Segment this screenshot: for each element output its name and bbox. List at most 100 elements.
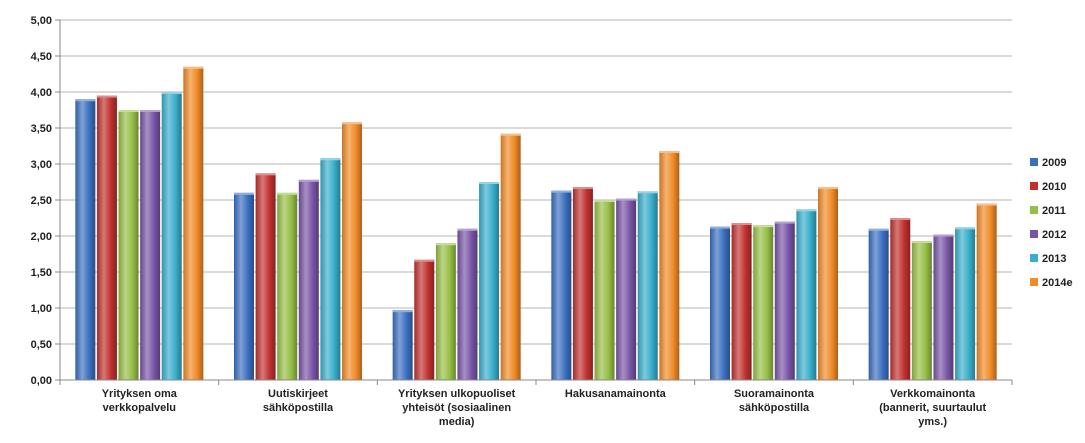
gridlines xyxy=(60,19,1012,381)
bar-cap xyxy=(435,243,456,246)
legend-label: 2014e xyxy=(1042,277,1073,289)
y-tick-label: 1,00 xyxy=(31,303,52,315)
bar-2010 xyxy=(731,223,752,380)
bar-2011 xyxy=(277,192,298,380)
y-tick-label: 3,50 xyxy=(31,123,52,135)
y-tick-label: 2,00 xyxy=(31,231,52,243)
y-tick-label: 4,00 xyxy=(31,87,52,99)
bar-2009 xyxy=(710,226,730,380)
legend: 2009 2010 2011 2012 2013 2014e xyxy=(1030,157,1073,289)
bar-2014e xyxy=(659,151,680,380)
bar-2011 xyxy=(911,241,932,380)
bar-2012 xyxy=(457,228,478,380)
bar-cap xyxy=(976,203,997,206)
bar-2012 xyxy=(298,179,319,380)
bar-2013 xyxy=(320,158,341,380)
y-tick-label: 3,00 xyxy=(31,159,52,171)
bar-2011 xyxy=(753,225,774,380)
bar-cap xyxy=(731,223,752,226)
y-tick-label: 0,50 xyxy=(31,339,52,351)
bar-cap xyxy=(457,228,478,231)
bar-2013 xyxy=(637,191,658,380)
bar-cap xyxy=(796,209,817,212)
bar-2009 xyxy=(551,190,572,380)
bar-2014e xyxy=(500,133,521,380)
x-axis: Yrityksen oma verkkopalvelu Uutiskirjeet sä… xyxy=(59,379,1013,428)
bar-2010 xyxy=(96,95,117,380)
bar-2013 xyxy=(955,227,976,380)
bars xyxy=(75,66,997,381)
bar-cap xyxy=(710,226,730,229)
bar-cap xyxy=(616,198,637,201)
legend-label: 2010 xyxy=(1042,181,1066,193)
legend-swatch xyxy=(1030,206,1038,214)
bar-2013 xyxy=(479,182,500,380)
bar-cap xyxy=(183,66,204,69)
bar-2013 xyxy=(796,209,817,380)
bar-2009 xyxy=(392,310,413,380)
bar-2014e xyxy=(342,122,362,381)
bar-cap xyxy=(933,234,954,237)
bar-cap xyxy=(594,200,615,202)
legend-label: 2011 xyxy=(1042,205,1066,217)
bar-cap xyxy=(500,133,521,136)
bar-cap xyxy=(255,173,276,176)
legend-swatch xyxy=(1030,254,1038,262)
bar-cap xyxy=(96,95,117,98)
bar-2014e xyxy=(818,187,838,380)
bar-2010 xyxy=(255,173,276,380)
y-tick-label: 0,00 xyxy=(31,375,52,387)
legend-swatch xyxy=(1030,278,1038,286)
bar-2014e xyxy=(183,66,204,381)
bar-cap xyxy=(161,92,182,94)
legend-swatch xyxy=(1030,158,1038,166)
bar-2013 xyxy=(161,92,182,380)
bar-cap xyxy=(955,227,976,230)
bar-2014e xyxy=(976,203,997,380)
bar-2012 xyxy=(774,221,795,380)
y-tick-label: 2,50 xyxy=(31,195,52,207)
bar-cap xyxy=(342,122,362,125)
y-tick-label: 5,00 xyxy=(31,15,52,27)
bar-cap xyxy=(414,259,435,262)
bar-cap xyxy=(753,225,774,228)
x-tick-label: Yrityksen ulkopuoliset yhteisöt (sosiaali… xyxy=(398,388,516,428)
y-tick-label: 1,50 xyxy=(31,267,52,279)
bar-2012 xyxy=(616,198,637,380)
bar-2011 xyxy=(118,110,139,380)
legend-label: 2012 xyxy=(1042,229,1066,241)
legend-label: 2009 xyxy=(1042,157,1066,169)
bar-cap xyxy=(637,191,658,194)
bar-2012 xyxy=(140,110,161,380)
bar-cap xyxy=(234,192,254,195)
bar-cap xyxy=(277,192,298,195)
x-tick-label: Suoramainonta sähköpostilla xyxy=(734,388,815,414)
bar-cap xyxy=(890,218,911,220)
bar-cap xyxy=(140,110,161,112)
bar-cap xyxy=(911,241,932,244)
legend-swatch xyxy=(1030,230,1038,238)
bar-cap xyxy=(659,151,680,154)
bar-cap xyxy=(551,190,572,193)
bar-cap xyxy=(818,187,838,190)
bar-cap xyxy=(320,158,341,161)
y-axis: 0,00 0,50 1,00 1,50 2,00 2,50 3,00 3,50 4,00 4,50… xyxy=(31,15,61,387)
x-tick-label: Uutiskirjeet sähköpostilla xyxy=(263,388,334,414)
bar-2010 xyxy=(572,187,593,380)
x-tick-label: Yrityksen oma verkkopalvelu xyxy=(102,388,178,414)
bar-2010 xyxy=(890,218,911,380)
x-tick-label: Hakusanamainonta xyxy=(565,388,667,400)
legend-swatch xyxy=(1030,182,1038,190)
bar-2011 xyxy=(435,243,456,380)
bar-cap xyxy=(392,310,413,313)
bar-2009 xyxy=(75,99,96,380)
bar-cap xyxy=(298,179,319,182)
x-tick-label: Verkkomainonta (bannerit, suurtaulut yms.) xyxy=(879,388,986,428)
bar-2012 xyxy=(933,234,954,380)
bar-cap xyxy=(479,182,500,184)
legend-label: 2013 xyxy=(1042,253,1066,265)
bar-2010 xyxy=(414,259,435,380)
bar-2009 xyxy=(868,228,889,380)
bar-cap xyxy=(868,228,889,231)
